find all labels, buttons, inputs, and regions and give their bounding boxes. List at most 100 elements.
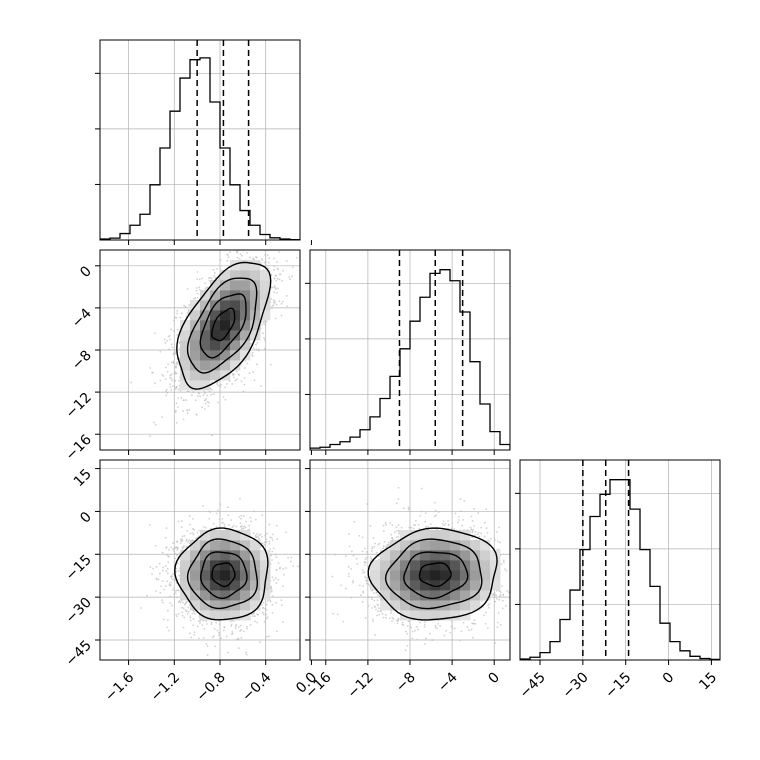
scatter-point	[172, 330, 175, 333]
density-cell	[260, 280, 271, 291]
scatter-point	[278, 273, 281, 276]
scatter-point	[183, 305, 186, 307]
scatter-point	[252, 371, 254, 373]
scatter-point	[248, 528, 251, 531]
scatter-point	[166, 339, 168, 342]
scatter-point	[180, 397, 183, 399]
scatter-point	[153, 421, 156, 424]
scatter-point	[164, 536, 167, 539]
scatter-point	[216, 383, 218, 385]
scatter-point	[174, 552, 177, 555]
density-cell	[260, 290, 271, 301]
scatter-point	[277, 562, 280, 565]
scatter-point	[178, 341, 181, 344]
scatter-point	[175, 402, 178, 405]
scatter-point	[237, 647, 240, 650]
scatter-point	[273, 277, 276, 280]
scatter-point	[305, 203, 307, 205]
density-cell	[220, 370, 231, 381]
histogram-step-2	[310, 269, 510, 450]
scatter-point	[270, 307, 273, 309]
scatter-point	[176, 362, 179, 365]
scatter-point	[290, 560, 292, 563]
scatter-point	[176, 312, 178, 315]
scatter-point	[266, 635, 268, 638]
scatter-point	[269, 363, 272, 366]
density-cell	[240, 290, 251, 301]
scatter-point	[161, 580, 164, 582]
scatter-point	[183, 399, 185, 401]
scatter-point	[224, 398, 227, 401]
scatter-point	[254, 242, 256, 244]
scatter-point	[266, 532, 268, 535]
scatter-point	[229, 620, 232, 623]
density-cell	[240, 260, 251, 271]
scatter-point	[243, 525, 246, 528]
scatter-point	[280, 302, 283, 305]
scatter-point	[202, 525, 205, 528]
scatter-point	[273, 268, 275, 271]
scatter-point	[210, 434, 213, 437]
scatter-point	[230, 625, 233, 627]
scatter-point	[170, 343, 173, 346]
scatter-point	[205, 623, 208, 625]
scatter-point	[169, 338, 171, 341]
scatter-point	[186, 612, 189, 615]
scatter-point	[196, 271, 199, 273]
scatter-point	[172, 352, 175, 354]
scatter-point	[285, 260, 288, 263]
scatter-point	[221, 517, 224, 520]
scatter-point	[193, 631, 196, 634]
scatter-point	[169, 383, 171, 386]
density-cell	[240, 320, 251, 331]
scatter-point	[249, 256, 251, 259]
grid-lines	[100, 40, 300, 240]
histogram-panel-3	[515, 459, 721, 665]
density-cell	[210, 320, 221, 331]
scatter-point	[275, 630, 278, 633]
scatter-point	[176, 589, 179, 592]
density-cell	[230, 270, 241, 281]
density-cell	[200, 370, 211, 381]
scatter-point	[255, 247, 257, 249]
scatter-point	[260, 603, 263, 606]
scatter-point	[177, 406, 179, 408]
scatter-point	[210, 527, 212, 530]
scatter-point	[275, 577, 277, 579]
contour-4	[176, 261, 272, 390]
density-cell	[240, 280, 251, 291]
scatter-point	[261, 259, 264, 262]
scatter-point	[278, 278, 281, 281]
scatter-point	[246, 362, 249, 365]
scatter-point	[206, 394, 208, 397]
scatter-point	[201, 624, 204, 627]
scatter-point	[193, 297, 195, 300]
scatter-point	[248, 372, 251, 375]
scatter-point	[217, 401, 220, 404]
density-shading	[180, 260, 271, 391]
scatter-point	[171, 589, 174, 591]
scatter-point	[171, 379, 174, 382]
scatter-point	[266, 231, 268, 233]
scatter-point	[191, 394, 193, 396]
scatter-point	[270, 536, 273, 539]
scatter-point	[203, 408, 206, 410]
density-cell	[210, 340, 221, 351]
scatter-point	[182, 410, 184, 412]
scatter-point	[196, 278, 199, 281]
scatter-point	[196, 292, 199, 295]
scatter-point	[243, 377, 246, 379]
scatter-point	[171, 346, 174, 349]
density-cell	[190, 310, 201, 321]
scatter-point	[184, 305, 187, 308]
density-cell	[220, 270, 231, 281]
density-cell	[220, 360, 231, 371]
scatter-point	[223, 629, 225, 632]
scatter-point	[168, 348, 171, 351]
scatter-point	[236, 256, 239, 259]
scatter-point	[263, 322, 266, 325]
scatter-point	[185, 399, 188, 402]
scatter-point	[271, 559, 273, 561]
scatter-point	[185, 610, 188, 613]
scatter-point	[218, 511, 221, 514]
